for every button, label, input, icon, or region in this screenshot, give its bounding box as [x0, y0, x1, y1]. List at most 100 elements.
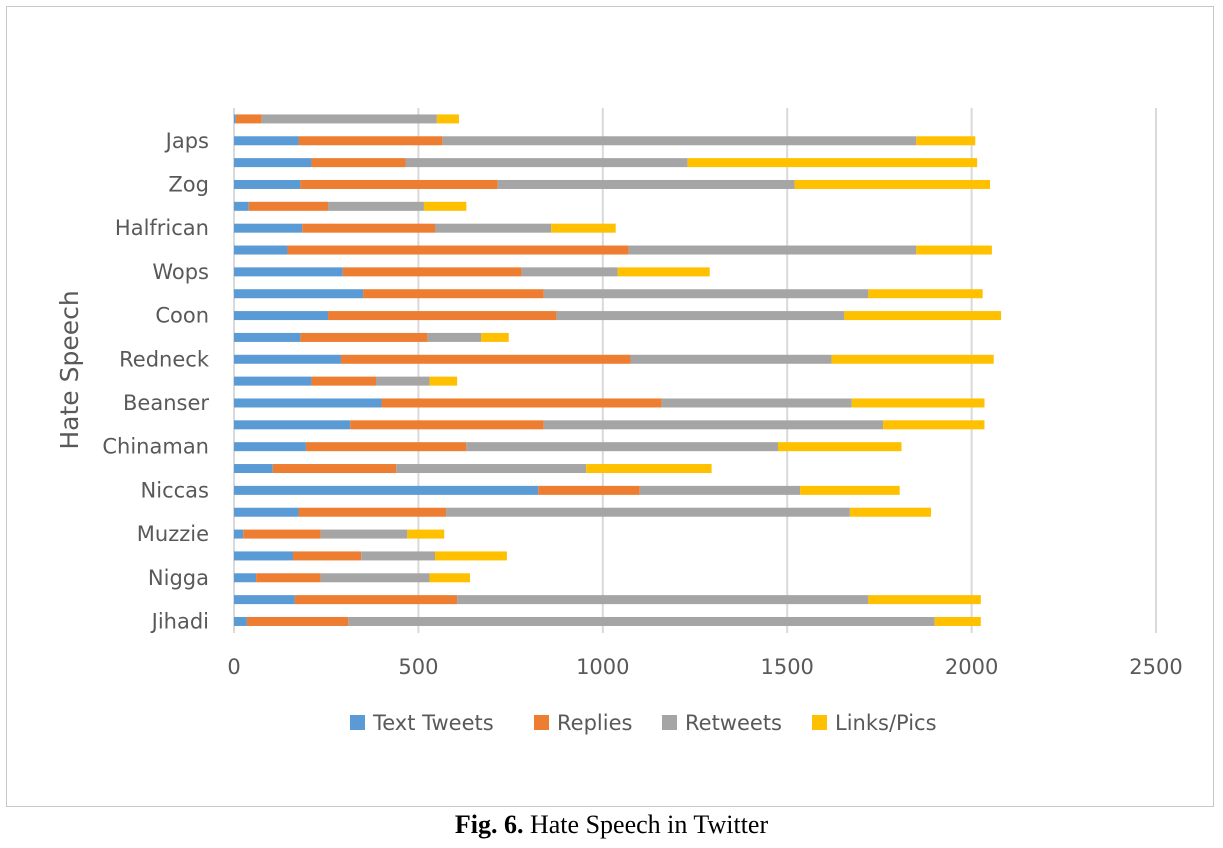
bar-segment: [243, 529, 321, 539]
bar-segment: [342, 267, 522, 277]
legend-label: Retweets: [685, 711, 782, 735]
category-label: Halfrican: [115, 216, 209, 240]
legend-swatch: [350, 715, 365, 730]
bar-segment: [442, 136, 917, 146]
bar-segment: [294, 595, 458, 605]
legend-label: Text Tweets: [372, 711, 494, 735]
bar-segment: [363, 289, 544, 299]
bar-segment: [305, 442, 467, 452]
bar-segment: [916, 136, 976, 146]
bar-segment: [436, 114, 459, 124]
bar-segment: [234, 245, 288, 255]
bar-segment: [340, 354, 631, 364]
bar-segment: [298, 136, 443, 146]
bar-segment: [234, 442, 306, 452]
bar-segment: [261, 114, 437, 124]
bar-segment: [234, 311, 329, 321]
bar-segment: [234, 529, 244, 539]
bar-segment: [248, 201, 329, 211]
bar-segment: [381, 398, 662, 408]
bar-segment: [407, 529, 445, 539]
bar-segment: [328, 201, 424, 211]
bar-segment: [687, 158, 978, 168]
category-label: Zog: [168, 172, 209, 196]
x-tick-label: 2000: [945, 655, 998, 679]
bar-segment: [256, 573, 321, 583]
bar-segment: [234, 223, 303, 233]
bars: [234, 114, 1002, 626]
gridlines: [233, 108, 1157, 633]
category-label: Japs: [164, 129, 209, 153]
bar-segment: [434, 223, 552, 233]
bar-segment: [800, 485, 900, 495]
bar-segment: [234, 398, 382, 408]
bar-segment: [538, 485, 640, 495]
category-label: Coon: [155, 304, 209, 328]
bar-segment: [934, 616, 981, 626]
bar-segment: [844, 311, 1002, 321]
bar-segment: [311, 376, 376, 386]
bar-segment: [521, 267, 618, 277]
bar-segment: [481, 332, 509, 342]
category-label: Redneck: [119, 347, 210, 371]
bar-segment: [429, 573, 471, 583]
bar-segment: [234, 136, 299, 146]
bar-segment: [794, 179, 991, 189]
legend-label: Links/Pics: [835, 711, 937, 735]
bar-segment: [466, 442, 778, 452]
bar-segment: [851, 398, 985, 408]
bar-segment: [298, 507, 447, 517]
bar-segment: [628, 245, 917, 255]
bar-segment: [617, 267, 710, 277]
category-label: Niccas: [141, 478, 209, 502]
legend-swatch: [534, 715, 549, 730]
bar-segment: [350, 420, 544, 430]
bar-segment: [246, 616, 349, 626]
bar-segment: [320, 529, 408, 539]
bar-segment: [272, 464, 397, 474]
bar-segment: [831, 354, 994, 364]
bar-segment: [234, 507, 299, 517]
bar-segment: [777, 442, 902, 452]
bar-segment: [234, 289, 364, 299]
bar-segment: [586, 464, 712, 474]
bar-segment: [302, 223, 435, 233]
bar-segment: [328, 311, 557, 321]
bar-segment: [457, 595, 869, 605]
x-tick-label: 1000: [576, 655, 629, 679]
bar-segment: [287, 245, 629, 255]
bar-segment: [234, 464, 273, 474]
x-tick-label: 0: [227, 655, 240, 679]
bar-segment: [234, 616, 247, 626]
bar-segment: [234, 420, 351, 430]
bar-segment: [423, 201, 467, 211]
bar-segment: [868, 289, 983, 299]
bar-segment: [639, 485, 801, 495]
category-label: Muzzie: [137, 522, 209, 546]
bar-segment: [630, 354, 832, 364]
legend-label: Replies: [557, 711, 632, 735]
bar-segment: [405, 158, 688, 168]
caption-prefix: Fig. 6.: [454, 810, 524, 839]
bar-segment: [235, 114, 262, 124]
bar-segment: [348, 616, 935, 626]
bar-segment: [234, 179, 301, 189]
category-label: Beanser: [123, 391, 209, 415]
legend-swatch: [812, 715, 827, 730]
x-tick-label: 500: [398, 655, 438, 679]
legend-swatch: [662, 715, 677, 730]
category-label: Wops: [152, 260, 209, 284]
bar-segment: [234, 354, 341, 364]
bar-segment: [234, 573, 257, 583]
x-tick-label: 1500: [760, 655, 813, 679]
bar-segment: [868, 595, 981, 605]
category-label: Chinaman: [102, 435, 209, 459]
category-label: Nigga: [148, 566, 209, 590]
bar-segment: [234, 551, 294, 561]
x-axis-ticks: 0 500 1000 1500 2000 2500: [227, 655, 1182, 679]
bar-segment: [434, 551, 507, 561]
bar-segment: [234, 158, 312, 168]
bar-segment: [234, 201, 249, 211]
bar-segment: [234, 376, 312, 386]
